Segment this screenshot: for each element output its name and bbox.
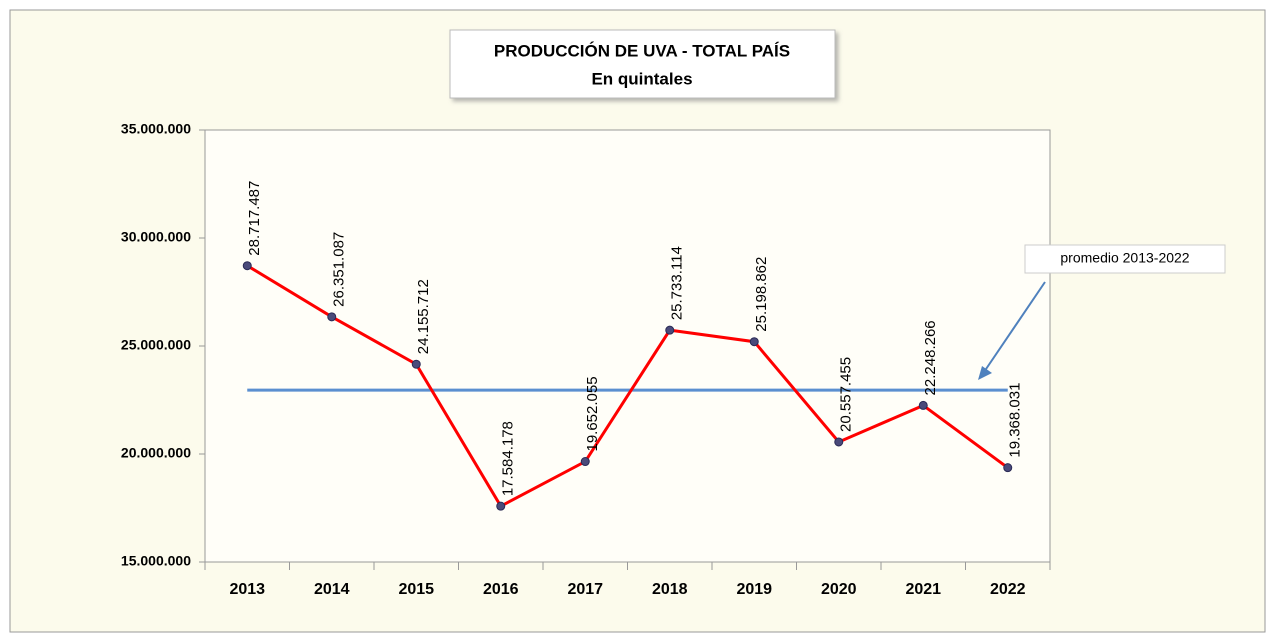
- chart-subtitle: En quintales: [591, 69, 692, 88]
- data-point: [580, 457, 590, 467]
- x-tick-label: 2014: [314, 581, 350, 598]
- x-tick-label: 2015: [398, 581, 434, 598]
- data-label: 19.652.055: [584, 376, 601, 451]
- data-label: 17.584.178: [500, 421, 517, 496]
- data-point: [242, 261, 252, 271]
- data-label: 22.248.266: [922, 320, 939, 395]
- y-tick-label: 15.000.000: [121, 553, 191, 569]
- chart-title: PRODUCCIÓN DE UVA - TOTAL PAÍS: [494, 41, 790, 60]
- y-tick-label: 20.000.000: [121, 445, 191, 461]
- title-box: [449, 29, 836, 99]
- data-point: [749, 337, 759, 347]
- data-label: 20.557.455: [838, 357, 855, 432]
- x-tick-label: 2019: [736, 581, 772, 598]
- data-label: 28.717.487: [246, 181, 263, 256]
- y-tick-label: 35.000.000: [121, 121, 191, 137]
- y-tick-label: 30.000.000: [121, 229, 191, 245]
- data-point: [665, 325, 675, 335]
- y-tick-label: 25.000.000: [121, 337, 191, 353]
- data-point: [411, 359, 421, 369]
- data-point: [496, 501, 506, 511]
- data-point: [327, 312, 337, 322]
- x-tick-label: 2022: [990, 581, 1026, 598]
- annotation: promedio 2013-2022: [1060, 250, 1189, 266]
- data-point: [1003, 463, 1013, 473]
- x-tick-label: 2021: [905, 581, 941, 598]
- x-tick-label: 2013: [229, 581, 265, 598]
- data-label: 19.368.031: [1007, 383, 1024, 458]
- data-line: [246, 264, 1009, 509]
- data-point: [834, 437, 844, 447]
- annotation-arrow: [983, 281, 1046, 373]
- data-point: [918, 400, 928, 410]
- x-tick-label: 2017: [567, 581, 603, 598]
- data-label: 25.198.862: [753, 257, 770, 332]
- plot-area: [204, 129, 1051, 563]
- annotation-arrowhead: [978, 366, 992, 380]
- data-label: 26.351.087: [331, 232, 348, 307]
- annotation-box: [1024, 244, 1226, 274]
- x-tick-label: 2020: [821, 581, 857, 598]
- data-label: 25.733.114: [669, 246, 686, 320]
- x-tick-label: 2016: [483, 581, 519, 598]
- x-tick-label: 2018: [652, 581, 688, 598]
- data-label: 24.155.712: [415, 279, 432, 354]
